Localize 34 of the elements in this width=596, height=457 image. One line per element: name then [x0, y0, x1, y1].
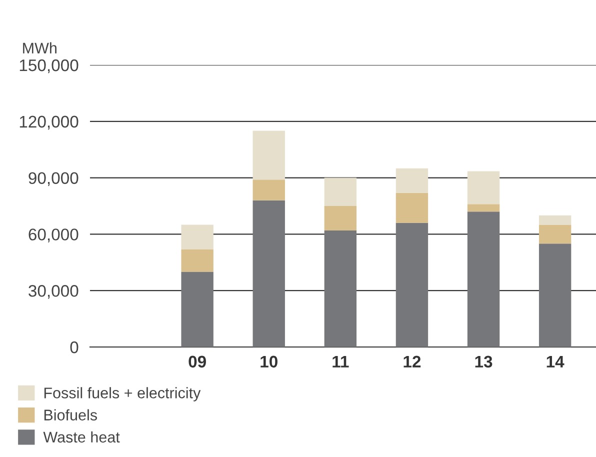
bar [324, 178, 357, 206]
bar [181, 272, 214, 347]
legend-label: Biofuels [44, 409, 97, 420]
bar [181, 249, 214, 272]
bar [396, 168, 428, 193]
bar [252, 180, 285, 200]
bar [181, 224, 214, 250]
y-tick-label: 30,000 [28, 285, 78, 299]
bar [324, 230, 357, 347]
legend-label: Fossil fuels + electricity [44, 387, 201, 402]
bar [396, 222, 428, 347]
bar [467, 212, 500, 347]
x-tick-label: 12 [404, 356, 421, 368]
legend-label: Waste heat [43, 431, 120, 443]
bar [324, 206, 357, 230]
y-tick-label: 90,000 [28, 172, 78, 186]
x-tick-label: 13 [475, 356, 492, 368]
x-tick-label: 10 [260, 356, 278, 368]
x-tick-label: 14 [546, 356, 564, 368]
bar [252, 200, 285, 347]
bar [396, 192, 428, 223]
bar [538, 215, 572, 225]
y-axis-title: MWh [23, 42, 56, 54]
x-tick-label: 11 [332, 356, 349, 368]
bar [252, 130, 285, 180]
y-tick-label: 0 [70, 341, 78, 354]
x-tick-label: 09 [188, 356, 206, 368]
y-tick-label: 150,000 [20, 59, 78, 74]
bar [467, 171, 500, 204]
bar [467, 204, 500, 212]
y-tick-label: 120,000 [20, 116, 78, 130]
y-tick-label: 60,000 [28, 228, 78, 242]
bar [538, 244, 572, 347]
bar [538, 224, 572, 244]
